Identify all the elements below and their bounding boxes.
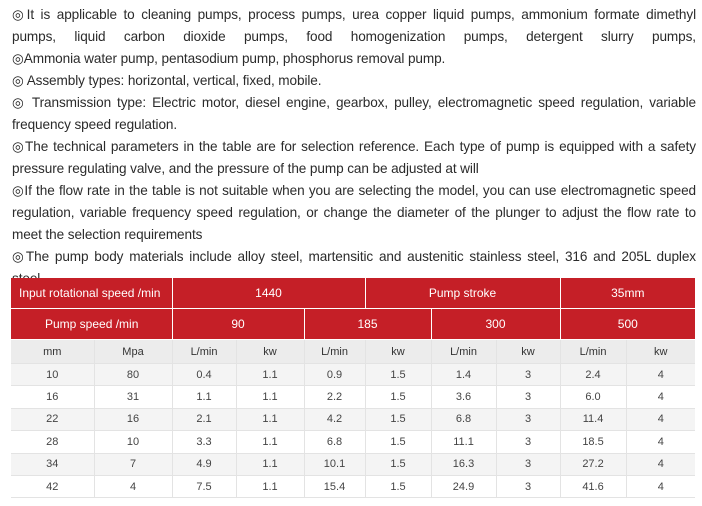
table-cell: 1.4 — [431, 363, 497, 387]
table-cell: 6.8 — [431, 408, 497, 432]
table-row: 34 7 4.9 1.1 10.1 1.5 16.3 3 27.2 4 — [11, 453, 696, 476]
header-row-pump-speed: Pump speed /min 90 185 300 500 — [11, 308, 696, 340]
table-cell: 4.2 — [304, 408, 366, 432]
table-cell: 0.4 — [172, 363, 237, 387]
pump-speed-label: Pump speed /min — [11, 308, 173, 340]
input-speed-label: Input rotational speed /min — [11, 278, 173, 309]
note-pump-types: ◎Ammonia water pump, pentasodium pump, p… — [12, 51, 446, 66]
unit-cell: kw — [496, 339, 561, 364]
table-cell: 3 — [496, 363, 561, 387]
unit-cell: Mpa — [94, 339, 173, 364]
pump-speed-300: 300 — [431, 308, 561, 340]
table-cell: 1.1 — [236, 408, 305, 432]
table-cell: 11.1 — [431, 430, 497, 454]
table-cell: 3 — [496, 408, 561, 432]
header-row-input-speed: Input rotational speed /min 1440 Pump st… — [11, 278, 696, 309]
table-cell: 3 — [496, 453, 561, 476]
table-cell: 6.8 — [304, 430, 366, 454]
unit-cell: mm — [11, 339, 95, 364]
table-cell: 1.1 — [236, 385, 305, 409]
table-row: 16 31 1.1 1.1 2.2 1.5 3.6 3 6.0 4 — [11, 385, 696, 409]
table-cell: 4 — [626, 475, 696, 499]
table-cell: 4.9 — [172, 453, 237, 476]
table-cell: 3.6 — [431, 385, 497, 409]
table-cell: 80 — [94, 363, 173, 387]
table-cell: 2.1 — [172, 408, 237, 432]
table-cell: 1.1 — [172, 385, 237, 409]
table-cell: 24.9 — [431, 475, 497, 499]
pump-speed-500: 500 — [560, 308, 696, 340]
table-cell: 16 — [11, 385, 95, 409]
table-row: 28 10 3.3 1.1 6.8 1.5 11.1 3 18.5 4 — [11, 430, 696, 454]
table-cell: 4 — [626, 385, 696, 409]
table-row: 22 16 2.1 1.1 4.2 1.5 6.8 3 11.4 4 — [11, 408, 696, 432]
table-cell: 1.1 — [236, 475, 305, 499]
table-cell: 10 — [94, 430, 173, 454]
table-cell: 1.5 — [365, 430, 432, 454]
table-cell: 34 — [11, 453, 95, 476]
pump-stroke-value: 35mm — [560, 278, 696, 309]
selection-table-container: Input rotational speed /min 1440 Pump st… — [11, 278, 696, 499]
table-row: 42 4 7.5 1.1 15.4 1.5 24.9 3 41.6 4 — [11, 475, 696, 499]
input-speed-value: 1440 — [172, 278, 366, 309]
table-cell: 1.1 — [236, 363, 305, 387]
table-cell: 31 — [94, 385, 173, 409]
table-cell: 2.2 — [304, 385, 366, 409]
table-cell: 7 — [94, 453, 173, 476]
unit-cell: L/min — [431, 339, 497, 364]
unit-cell: kw — [626, 339, 696, 364]
table-cell: 42 — [11, 475, 95, 499]
table-cell: 3 — [496, 385, 561, 409]
unit-cell: L/min — [560, 339, 627, 364]
table-cell: 4 — [626, 453, 696, 476]
table-cell: 41.6 — [560, 475, 627, 499]
table-cell: 3.3 — [172, 430, 237, 454]
table-cell: 27.2 — [560, 453, 627, 476]
table-cell: 2.4 — [560, 363, 627, 387]
note-assembly-types: ◎ Assembly types: horizontal, vertical, … — [12, 73, 322, 88]
table-cell: 0.9 — [304, 363, 366, 387]
table-cell: 1.5 — [365, 385, 432, 409]
table-cell: 7.5 — [172, 475, 237, 499]
note-technical-parameters: ◎The technical parameters in the table a… — [12, 139, 696, 176]
table-cell: 1.1 — [236, 430, 305, 454]
note-transmission-type: ◎ Transmission type: Electric motor, die… — [12, 95, 696, 132]
table-cell: 1.5 — [365, 408, 432, 432]
table-cell: 6.0 — [560, 385, 627, 409]
table-cell: 1.5 — [365, 475, 432, 499]
table-row: 10 80 0.4 1.1 0.9 1.5 1.4 3 2.4 4 — [11, 363, 696, 387]
table-cell: 10.1 — [304, 453, 366, 476]
note-flow-rate: ◎If the flow rate in the table is not su… — [12, 183, 696, 242]
table-cell: 1.5 — [365, 363, 432, 387]
unit-cell: kw — [365, 339, 432, 364]
pump-speed-90: 90 — [172, 308, 305, 340]
table-cell: 15.4 — [304, 475, 366, 499]
table-cell: 10 — [11, 363, 95, 387]
pump-stroke-label: Pump stroke — [365, 278, 561, 309]
table-cell: 4 — [626, 430, 696, 454]
selection-table: Input rotational speed /min 1440 Pump st… — [11, 278, 696, 499]
unit-cell: L/min — [172, 339, 237, 364]
unit-cell: L/min — [304, 339, 366, 364]
table-cell: 1.5 — [365, 453, 432, 476]
table-cell: 28 — [11, 430, 95, 454]
table-cell: 22 — [11, 408, 95, 432]
table-cell: 1.1 — [236, 453, 305, 476]
table-cell: 4 — [94, 475, 173, 499]
table-cell: 3 — [496, 475, 561, 499]
note-applications: ◎It is applicable to cleaning pumps, pro… — [12, 7, 696, 44]
pump-speed-185: 185 — [304, 308, 432, 340]
table-cell: 3 — [496, 430, 561, 454]
units-row: mm Mpa L/min kw L/min kw L/min kw L/min … — [11, 339, 696, 364]
table-cell: 16.3 — [431, 453, 497, 476]
table-cell: 16 — [94, 408, 173, 432]
table-cell: 4 — [626, 363, 696, 387]
data-rows: 10 80 0.4 1.1 0.9 1.5 1.4 3 2.4 4 16 31 1.1 1.1 2.2 1.5… — [11, 363, 696, 499]
table-cell: 4 — [626, 408, 696, 432]
table-cell: 11.4 — [560, 408, 627, 432]
unit-cell: kw — [236, 339, 305, 364]
table-cell: 18.5 — [560, 430, 627, 454]
